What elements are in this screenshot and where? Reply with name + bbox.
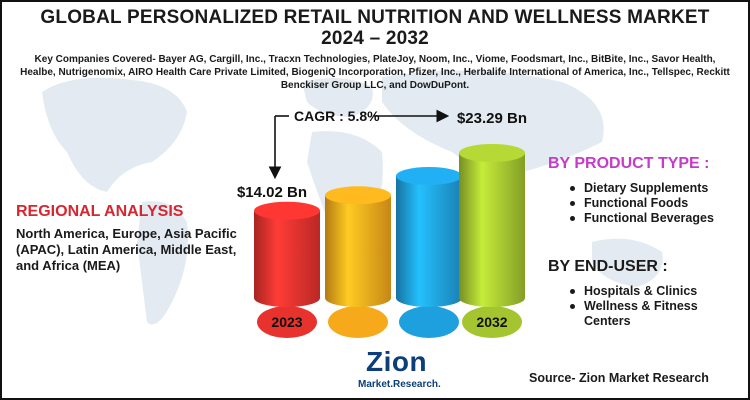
- bar-0: [254, 210, 320, 307]
- list-item: Functional Foods: [568, 196, 714, 211]
- list-item: Hospitals & Clinics: [568, 284, 738, 299]
- product-type-list: Dietary Supplements Functional Foods Fun…: [568, 181, 714, 226]
- value-label-2032: $23.29 Bn: [457, 110, 527, 127]
- year-pedestal-0: [257, 306, 317, 338]
- list-item: Functional Beverages: [568, 211, 714, 226]
- cagr-label: CAGR : 5.8%: [294, 108, 380, 124]
- list-item: Dietary Supplements: [568, 181, 714, 196]
- bar-3: [459, 153, 525, 307]
- key-companies-text: Key Companies Covered- Bayer AG, Cargill…: [20, 54, 730, 91]
- end-user-list: Hospitals & Clinics Wellness & Fitness C…: [568, 284, 738, 329]
- title-line-2: 2024 – 2032: [321, 28, 429, 49]
- value-label-2023: $14.02 Bn: [237, 184, 307, 201]
- year-pedestal-3: [462, 306, 522, 338]
- bar-top-0: [254, 201, 320, 220]
- bar-2: [396, 175, 462, 307]
- category-label-2032: 2032: [476, 314, 507, 330]
- regional-analysis-heading: REGIONAL ANALYSIS: [16, 203, 184, 220]
- product-type-heading: BY PRODUCT TYPE :: [548, 155, 710, 172]
- zion-logo: Zion Market.Research.: [350, 346, 450, 394]
- logo-wordmark: Zion: [366, 346, 428, 377]
- title-line-1: GLOBAL PERSONALIZED RETAIL NUTRITION AND…: [40, 7, 710, 28]
- year-pedestal-1: [328, 306, 388, 338]
- bar-top-2: [396, 166, 462, 185]
- bar-top-1: [325, 186, 391, 205]
- year-pedestal-2: [399, 306, 459, 338]
- logo-subtitle: Market.Research.: [358, 379, 441, 390]
- bar-1: [325, 195, 391, 307]
- category-label-2023: 2023: [271, 314, 302, 330]
- source-text: Source- Zion Market Research: [529, 371, 709, 385]
- list-item: Wellness & Fitness Centers: [568, 299, 738, 329]
- regional-analysis-text: North America, Europe, Asia Pacific (APA…: [16, 226, 237, 273]
- bar-top-3: [459, 144, 525, 162]
- end-user-heading: BY END-USER :: [548, 258, 668, 275]
